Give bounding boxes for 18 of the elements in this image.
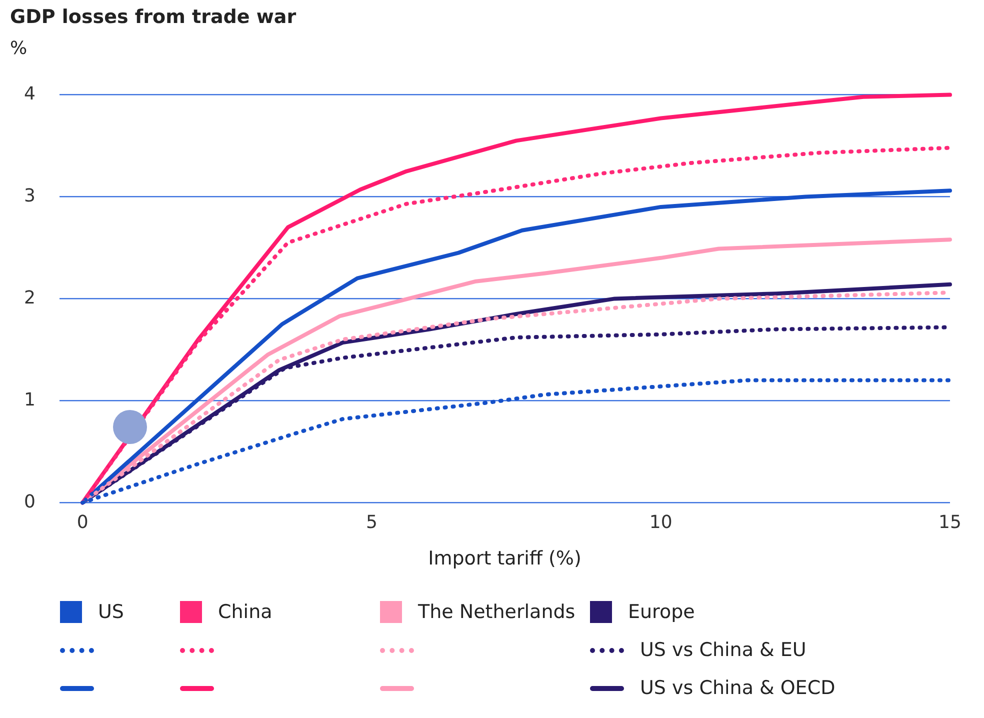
x-tick-label: 15 — [938, 512, 962, 534]
x-tick-label: 10 — [649, 512, 672, 534]
legend-label: US vs China & OECD — [640, 677, 836, 699]
text: The Netherlands — [418, 601, 576, 623]
text: China — [218, 601, 272, 623]
text: Europe — [628, 601, 695, 623]
y-axis-title: % — [10, 38, 28, 59]
x-tick-label: 0 — [76, 512, 88, 534]
legend-label: US vs China & EU — [640, 639, 806, 661]
y-tick-label: 3 — [24, 185, 36, 206]
x-tick-label: 5 — [366, 512, 378, 534]
chart-title: GDP losses from trade war — [10, 6, 296, 28]
y-tick-label: 0 — [24, 491, 36, 512]
text: US — [98, 601, 124, 623]
y-tick-label: 2 — [24, 287, 36, 308]
y-tick-label: 4 — [24, 83, 36, 104]
y-tick-label: 1 — [24, 389, 36, 410]
x-axis-title: Import tariff (%) — [428, 548, 582, 570]
